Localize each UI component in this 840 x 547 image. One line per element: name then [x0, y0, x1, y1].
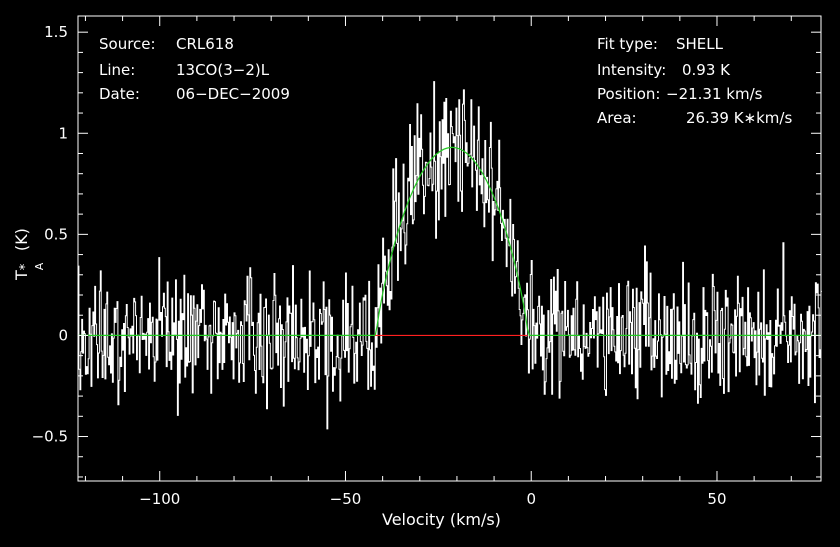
info-source-value: CRL618 [176, 35, 234, 53]
info-line-value: 13CO(3−2)L [176, 61, 270, 79]
info-source-key: Source: [99, 35, 156, 53]
info-fit-type-value: SHELL [676, 35, 723, 53]
info-date-value: 06−DEC−2009 [176, 85, 290, 103]
info-position-key: Position: [597, 85, 661, 103]
x-axis: −100 −50 0 50 [84, 16, 792, 508]
y-axis-label-sub: A [33, 262, 46, 271]
y-tick-label: 0.5 [44, 225, 68, 243]
fit-curve [78, 146, 821, 336]
y-tick-label: 0 [58, 326, 68, 344]
y-axis-label-unit: (K) [12, 228, 31, 252]
info-intensity-key: Intensity: [597, 61, 667, 79]
y-axis: −0.5 0 0.5 1 1.5 [32, 23, 821, 478]
x-tick-label: −100 [139, 490, 180, 508]
x-tick-label: 50 [707, 490, 726, 508]
spectrum-layer [78, 81, 822, 430]
x-tick-label: 0 [526, 490, 536, 508]
info-area-value: 26.39 K∗km/s [686, 109, 793, 127]
y-axis-label-sup: * [18, 263, 33, 271]
info-position-value: −21.31 km/s [666, 85, 763, 103]
info-area-key: Area: [597, 109, 637, 127]
info-line-key: Line: [99, 61, 136, 79]
y-axis-label: T * A (K) [12, 228, 46, 280]
info-intensity-value: 0.93 K [682, 61, 731, 79]
plot-frame [77, 15, 822, 482]
y-tick-label: −0.5 [32, 428, 68, 446]
y-tick-label: 1.5 [44, 23, 68, 41]
y-tick-label: 1 [58, 124, 68, 142]
fit-layer [78, 146, 821, 337]
info-fit-type-key: Fit type: [597, 35, 658, 53]
info-date-key: Date: [99, 85, 140, 103]
spectrum-line [78, 81, 822, 430]
x-tick-label: −50 [330, 490, 362, 508]
y-axis-label-main: T [12, 270, 31, 280]
axes-frame [77, 15, 822, 482]
x-axis-label: Velocity (km/s) [382, 510, 501, 529]
